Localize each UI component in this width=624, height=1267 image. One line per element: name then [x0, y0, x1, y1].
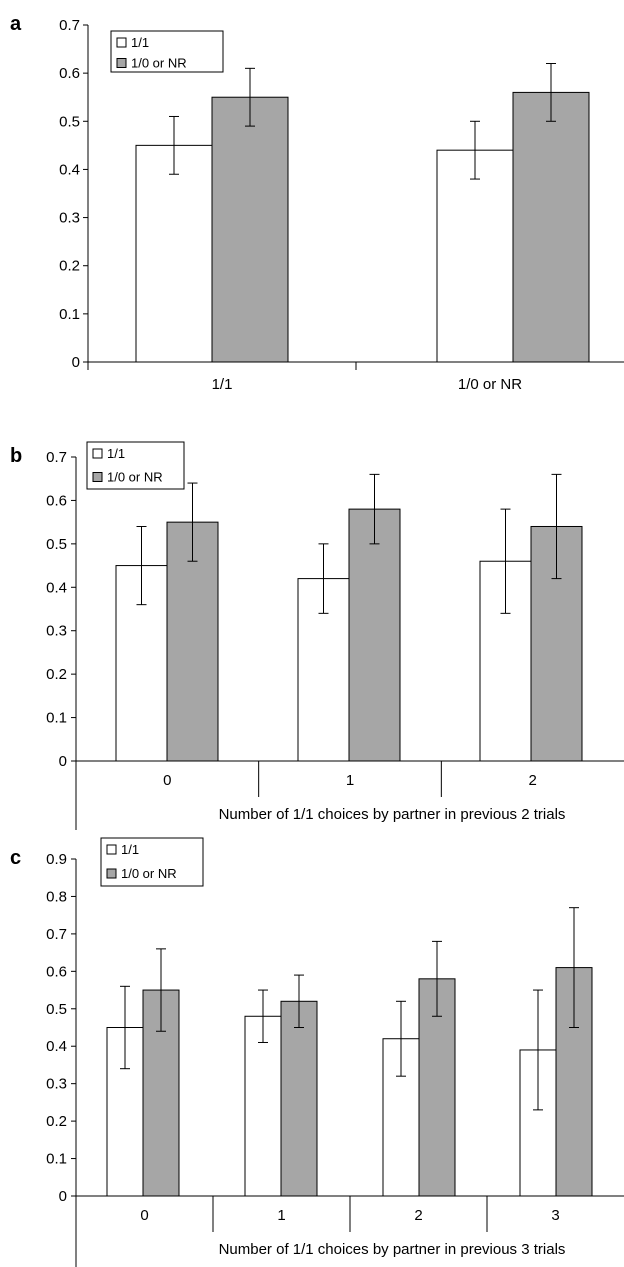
- legend: 1/1 1/0 or NR: [100, 837, 204, 887]
- bar-series2: [166, 521, 219, 762]
- error-bar: [318, 543, 329, 614]
- legend-swatch: [116, 58, 127, 68]
- x-axis-label: Number of 1/1 choices by partner in prev…: [219, 1241, 566, 1258]
- error-bar: [136, 525, 147, 606]
- y-tick-label: 0: [59, 1188, 67, 1205]
- y-tick-label: 0.5: [46, 1001, 67, 1018]
- y-tick-label: 0.6: [46, 963, 67, 980]
- legend-box: [100, 837, 204, 887]
- error-bar: [294, 974, 304, 1028]
- y-tick-label: 0.7: [46, 449, 67, 466]
- x-tick-label: 1/0 or NR: [458, 376, 522, 393]
- bar-series2: [211, 96, 289, 363]
- x-tick-label: 0: [163, 772, 171, 789]
- y-tick-label: 0.7: [46, 926, 67, 943]
- error-bar: [369, 473, 380, 545]
- legend-label: 1/1: [131, 35, 149, 50]
- error-bar: [546, 63, 556, 122]
- error-bar: [187, 482, 198, 562]
- legend-label: 1/0 or NR: [121, 866, 177, 881]
- legend-label: 1/1: [121, 842, 139, 857]
- x-tick-label: 0: [140, 1207, 148, 1224]
- y-tick-label: 0.1: [46, 1151, 67, 1168]
- bar-series2: [348, 508, 401, 762]
- y-tick-label: 0.7: [59, 17, 80, 34]
- bar-series2: [280, 1000, 318, 1197]
- x-tick-label: 2: [414, 1207, 422, 1224]
- legend-swatch: [106, 868, 117, 879]
- error-bar: [432, 940, 442, 1017]
- y-tick-label: 0.3: [46, 1076, 67, 1093]
- y-tick-label: 0.8: [46, 888, 67, 905]
- error-bar: [470, 120, 480, 180]
- bar-series2: [512, 91, 590, 363]
- y-tick-label: 0.2: [46, 666, 67, 683]
- error-bar: [396, 1000, 406, 1077]
- error-bar: [551, 473, 562, 580]
- legend-swatch: [92, 448, 103, 459]
- y-tick-label: 0.1: [59, 306, 80, 323]
- chart-panel-a: a00.10.20.30.40.50.60.71/1 1/0 or NR1/11/…: [10, 13, 624, 393]
- legend-label: 1/0 or NR: [107, 470, 163, 485]
- y-tick-label: 0.2: [46, 1113, 67, 1130]
- chart-panel-c: c 0 0.1 0.2 0.3 0.4 0.5 0.6 0.7 0.8 0.9 0 1 2 3 1/1 1/0 …: [10, 837, 624, 1267]
- chart-panel-b: b 0 0.1 0.2 0.3 0.4 0.5 0.6 0.7 0 1 2 1/1 1/0 or NR Nu…: [10, 441, 624, 830]
- bar-series1: [436, 149, 514, 363]
- y-tick-label: 0.2: [59, 258, 80, 275]
- error-bar: [245, 67, 255, 127]
- y-tick-label: 0.4: [59, 161, 80, 178]
- x-tick-label: 1: [346, 772, 354, 789]
- y-tick-label: 0.3: [46, 623, 67, 640]
- x-tick-label: 1/1: [212, 376, 233, 393]
- error-bar: [258, 989, 268, 1043]
- y-tick-label: 0: [72, 354, 80, 371]
- error-bar: [569, 907, 579, 1028]
- y-tick-label: 0.6: [59, 65, 80, 82]
- y-tick-label: 0.4: [46, 1038, 67, 1055]
- bar-series1: [244, 1015, 282, 1197]
- y-tick-label: 0: [59, 753, 67, 770]
- y-tick-label: 0.4: [46, 579, 67, 596]
- y-tick-label: 0.9: [46, 851, 67, 868]
- legend: 1/1 1/0 or NR: [110, 30, 224, 73]
- x-axis-label: Number of 1/1 choices by partner in prev…: [219, 806, 566, 823]
- panel-letter: a: [10, 13, 22, 35]
- error-bar: [120, 985, 130, 1070]
- y-tick-label: 0.5: [59, 113, 80, 130]
- x-tick-label: 3: [551, 1207, 559, 1224]
- error-bar: [500, 508, 511, 614]
- bar-series1: [135, 144, 213, 363]
- legend-swatch: [106, 844, 117, 855]
- x-tick-label: 1: [277, 1207, 285, 1224]
- legend-label: 1/0 or NR: [131, 56, 187, 71]
- panel-letter: b: [10, 445, 22, 467]
- legend: 1/1 1/0 or NR: [86, 441, 185, 490]
- error-bar: [533, 989, 543, 1111]
- panel-letter: c: [10, 847, 21, 869]
- legend-label: 1/1: [107, 446, 125, 461]
- legend-box: [110, 30, 224, 73]
- legend-swatch: [116, 37, 127, 48]
- y-tick-label: 0.5: [46, 536, 67, 553]
- x-tick-label: 2: [528, 772, 536, 789]
- y-tick-label: 0.1: [46, 710, 67, 727]
- error-bar: [156, 948, 166, 1032]
- y-tick-label: 0.3: [59, 210, 80, 227]
- legend-box: [86, 441, 185, 490]
- y-tick-label: 0.6: [46, 492, 67, 509]
- error-bar: [169, 115, 179, 175]
- legend-swatch: [92, 472, 103, 482]
